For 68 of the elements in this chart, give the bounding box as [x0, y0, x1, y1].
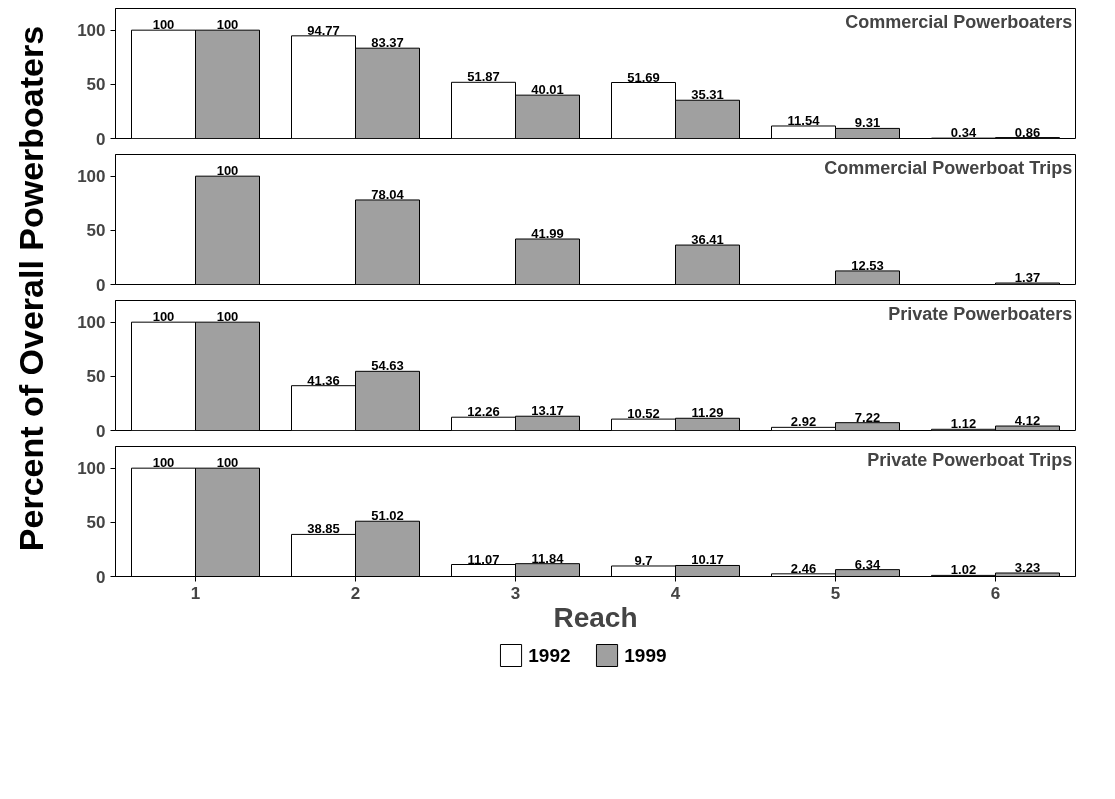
y-tick-label: 100	[77, 167, 106, 187]
data-label: 100	[152, 309, 175, 325]
data-label: 51.87	[467, 69, 500, 85]
chart-title: Private Powerboaters	[888, 303, 1073, 324]
data-label: 13.17	[531, 403, 564, 419]
data-label: 9.7	[634, 552, 653, 568]
y-tick-label: 100	[77, 459, 106, 479]
data-label: 0.86	[1014, 124, 1041, 140]
data-label: 11.07	[467, 551, 500, 567]
x-tick-label: 4	[670, 583, 681, 603]
data-label: 4.12	[1014, 413, 1041, 429]
legend-label: 1992	[528, 645, 571, 666]
data-label: 38.85	[307, 521, 340, 537]
chart-title: Commercial Powerboat Trips	[824, 157, 1073, 178]
data-label: 83.37	[371, 35, 404, 51]
data-label: 94.77	[307, 22, 340, 38]
legend-label: 1999	[624, 645, 667, 666]
data-label: 11.54	[787, 113, 821, 128]
data-label: 100	[216, 455, 239, 471]
data-label: 100	[152, 455, 175, 471]
data-label: 41.99	[531, 226, 564, 242]
x-tick-label: 1	[190, 583, 201, 603]
data-label: 9.31	[854, 115, 881, 131]
chart-title: Commercial Powerboaters	[845, 11, 1073, 32]
data-label: 1.02	[950, 562, 977, 578]
y-tick-label: 50	[86, 367, 106, 387]
y-tick-label: 0	[96, 129, 106, 149]
data-label: 35.31	[691, 87, 724, 103]
x-tick-label: 3	[510, 583, 521, 603]
chart-title: Private Powerboat Trips	[867, 449, 1073, 470]
data-label: 6.34	[854, 556, 881, 572]
data-label: 36.41	[691, 232, 724, 248]
y-tick-label: 50	[86, 75, 106, 95]
y-tick-label: 0	[96, 421, 106, 441]
y-axis-title: Percent of Overall Powerboaters	[11, 25, 50, 552]
data-label: 2.46	[790, 560, 817, 576]
data-label: 11.84	[531, 550, 565, 566]
data-label: 78.04	[371, 186, 405, 202]
x-tick-label: 6	[990, 583, 1001, 603]
y-tick-label: 0	[96, 275, 106, 295]
data-label: 0.34	[950, 125, 977, 141]
data-label: 54.63	[371, 358, 404, 374]
y-tick-label: 100	[77, 21, 106, 41]
y-tick-label: 0	[96, 567, 106, 587]
data-label: 11.29	[691, 405, 724, 421]
data-label: 1.37	[1014, 270, 1041, 286]
data-label: 100	[216, 163, 239, 179]
x-tick-label: 5	[830, 583, 841, 603]
data-label: 100	[216, 309, 239, 325]
x-tick-label: 2	[350, 583, 361, 603]
data-label: 1.12	[950, 416, 977, 432]
y-tick-label: 50	[86, 221, 106, 241]
y-tick-label: 50	[86, 513, 106, 533]
data-label: 10.52	[627, 406, 660, 422]
data-label: 41.36	[307, 372, 340, 388]
data-label: 51.69	[627, 69, 660, 85]
data-label: 100	[152, 17, 175, 33]
x-axis-title: Reach	[553, 601, 638, 633]
data-label: 7.22	[854, 409, 881, 425]
data-label: 51.02	[371, 508, 404, 524]
data-label: 10.17	[691, 552, 724, 568]
data-label: 100	[216, 17, 239, 33]
data-label: 12.53	[851, 257, 884, 273]
data-label: 3.23	[1014, 560, 1041, 575]
data-label: 2.92	[790, 414, 817, 430]
y-tick-label: 100	[77, 313, 106, 333]
data-label: 12.26	[467, 404, 500, 420]
data-label: 40.01	[531, 82, 564, 98]
